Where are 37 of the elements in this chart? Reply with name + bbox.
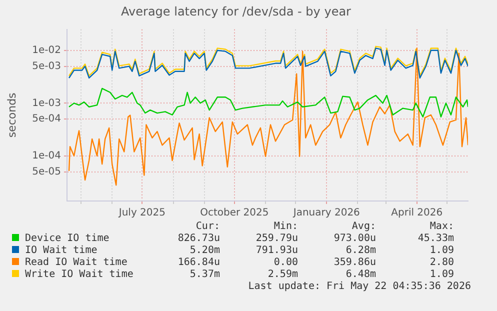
y-tick-label: 5e-05 <box>32 166 61 178</box>
text: 826.73u <box>176 233 220 245</box>
text: 5.37m <box>188 269 220 281</box>
y-tick-label: 1e-03 <box>32 98 61 109</box>
text: 45.33m <box>416 233 454 245</box>
text: 1.09 <box>428 245 454 257</box>
x-tick-label: April 2026 <box>391 208 443 219</box>
text: 5.20m <box>188 245 220 257</box>
text: 791.93u <box>254 245 298 257</box>
legend-label: Device IO time <box>24 233 110 245</box>
legend-label: Read IO Wait time <box>24 257 128 269</box>
text: 166.84u <box>176 257 220 269</box>
text: 2.59m <box>266 269 298 281</box>
y-tick-label: 1e-02 <box>32 44 61 56</box>
legend-label: IO Wait time <box>24 245 98 257</box>
y-tick-label: 5e-03 <box>32 60 61 72</box>
text: 2.80 <box>428 257 454 269</box>
text: Cur: <box>194 221 220 233</box>
text: Last update: Fri May 22 04:35:36 2026 <box>248 281 471 292</box>
x-tick-label: July 2025 <box>118 208 166 219</box>
text: 6.28m <box>344 245 376 257</box>
text: 259.79u <box>254 233 298 245</box>
text: Max: <box>428 221 454 233</box>
text: 0.00 <box>272 257 298 269</box>
text: Avg: <box>350 221 376 233</box>
text: 1.09 <box>428 269 454 281</box>
y-tick-label: 5e-04 <box>32 114 61 125</box>
chart-title: Average latency for /dev/sda - by year <box>121 4 352 18</box>
text: 6.48m <box>344 269 376 281</box>
y-axis-title: seconds <box>5 92 18 138</box>
legend-label: Write IO Wait time <box>24 269 134 281</box>
text: 359.86u <box>332 257 376 269</box>
x-tick-label: October 2025 <box>200 208 269 219</box>
text: Min: <box>272 221 298 233</box>
x-tick-label: January 2026 <box>292 208 360 219</box>
text: 973.00u <box>332 233 376 245</box>
y-tick-label: 1e-04 <box>32 150 61 162</box>
